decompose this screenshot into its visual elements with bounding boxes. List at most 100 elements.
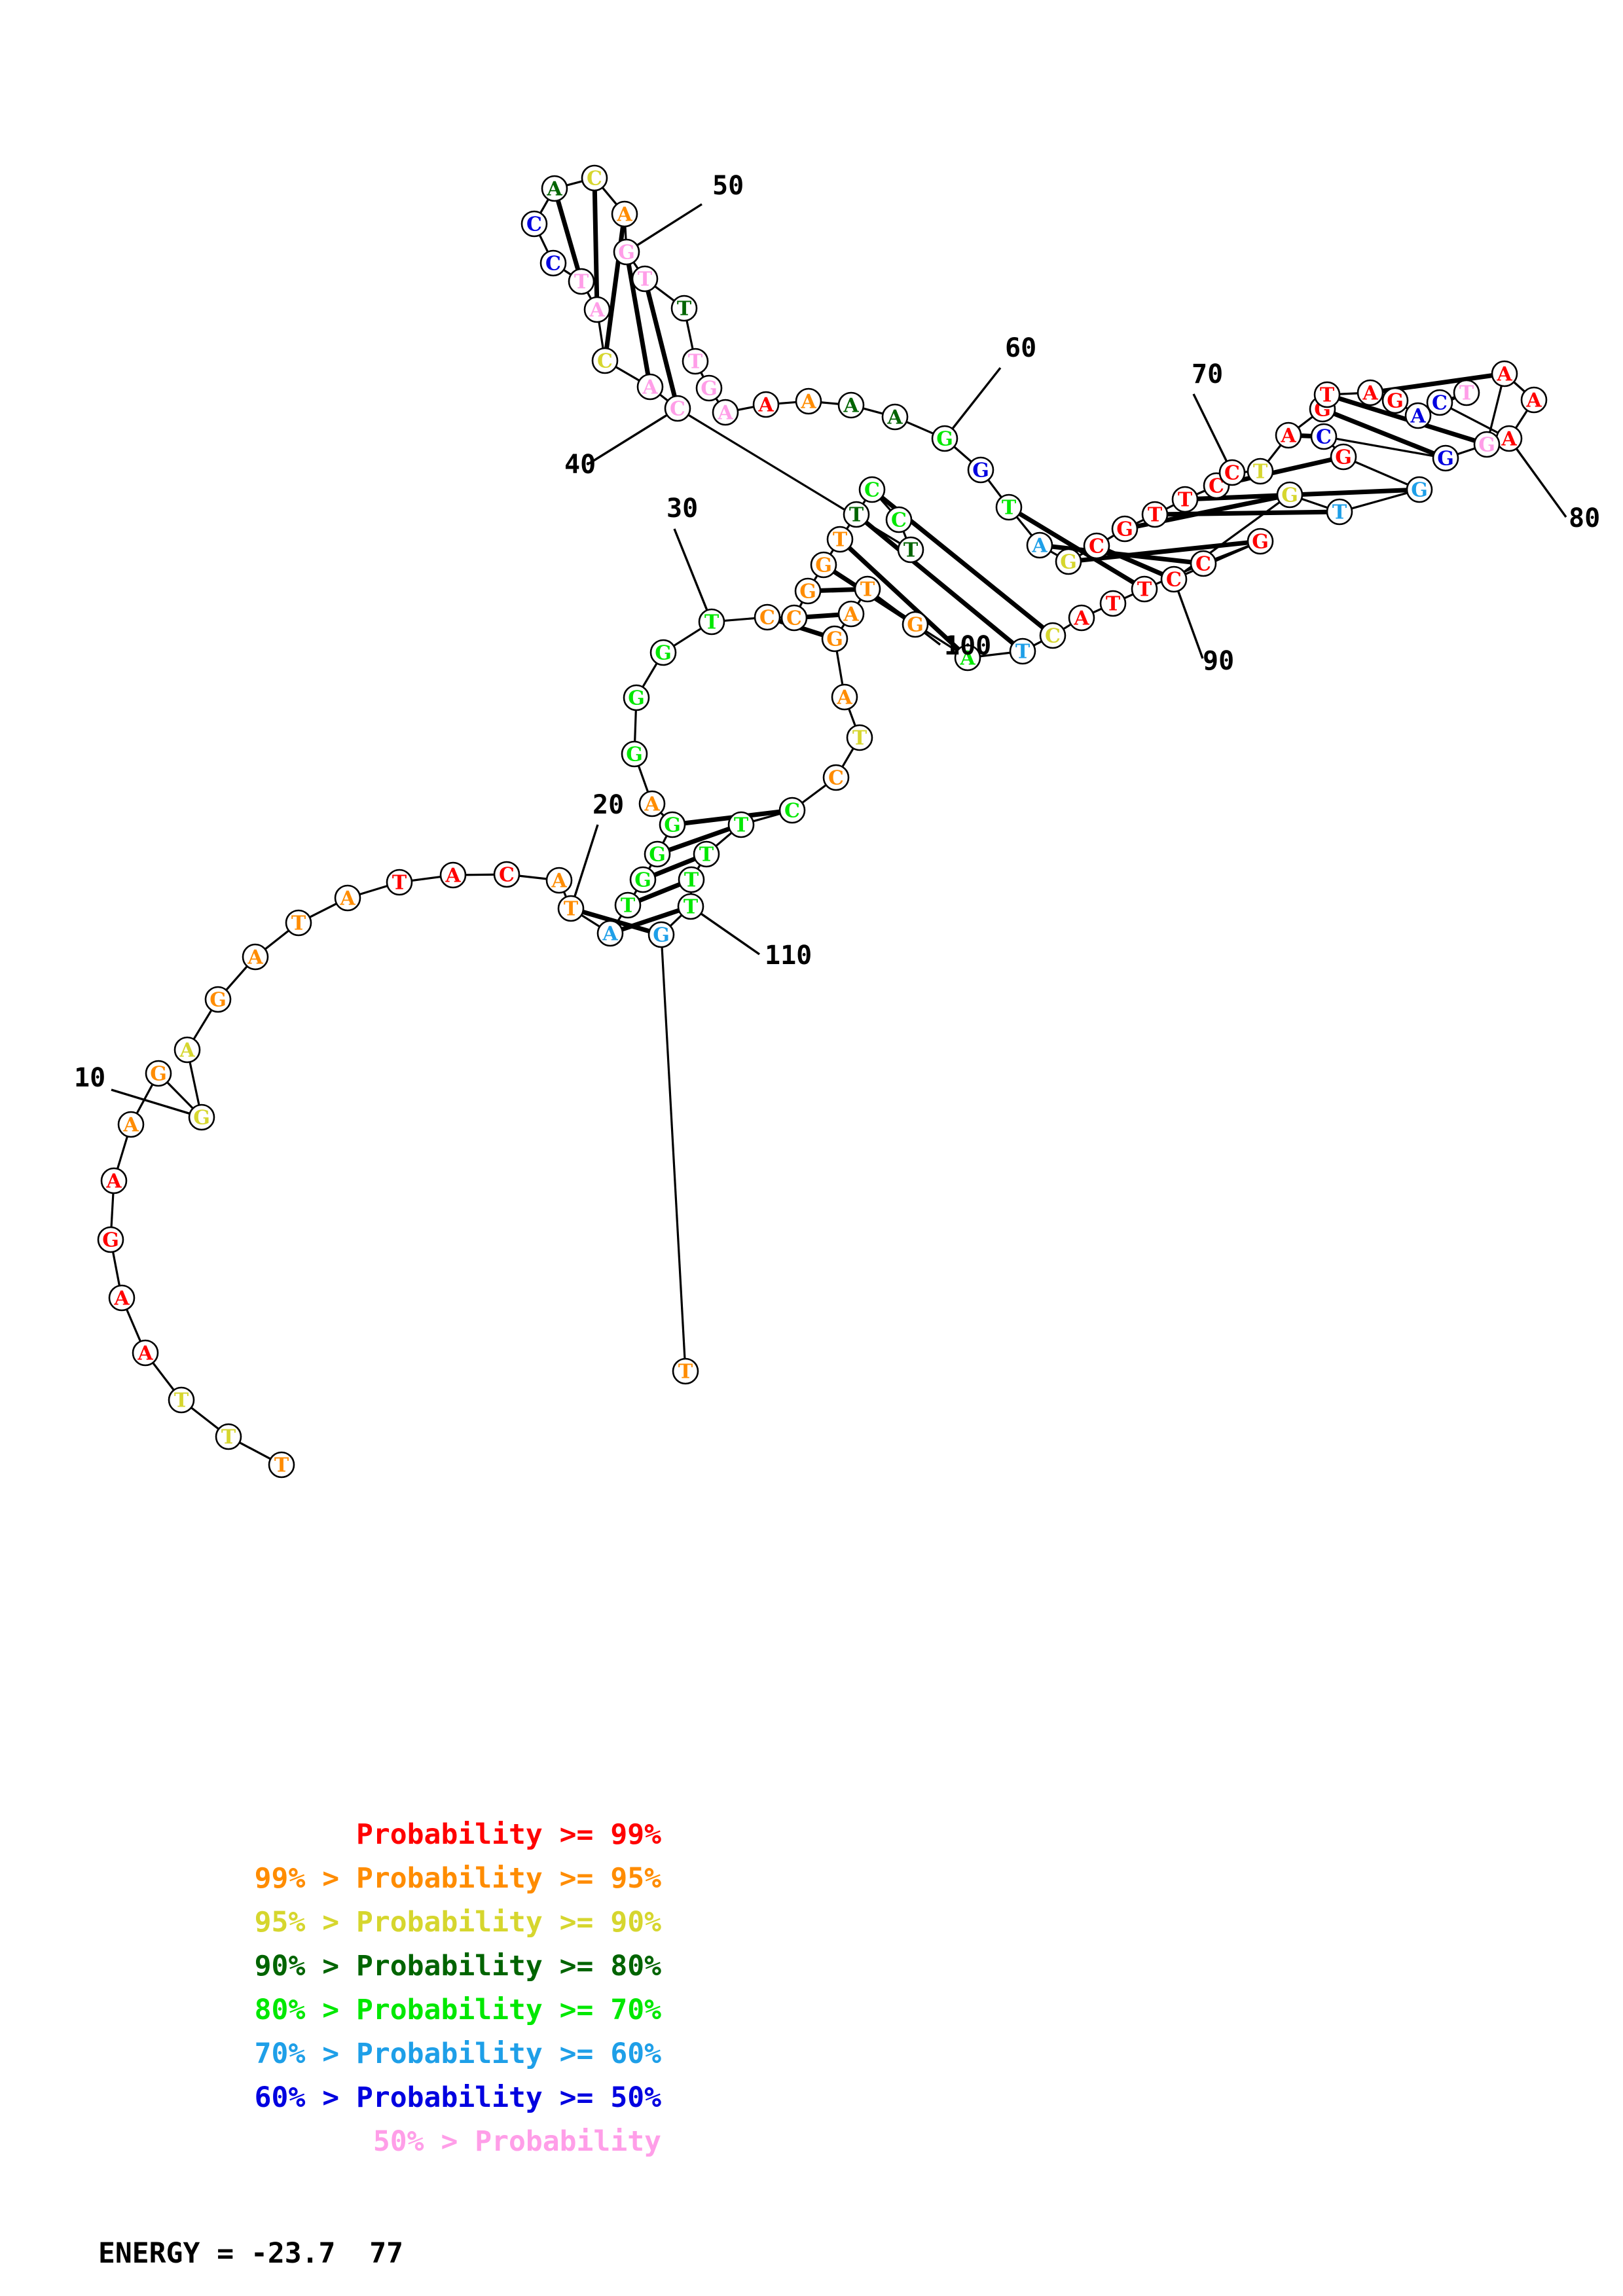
nucleotide-37[interactable]: C (858, 476, 886, 503)
nucleotide-112[interactable]: T (672, 1357, 699, 1385)
nucleotide-26[interactable]: A (638, 790, 666, 817)
nucleotide-16[interactable]: T (386, 869, 413, 896)
nucleotide-1[interactable]: T (268, 1451, 295, 1479)
nucleotide-59[interactable]: A (881, 403, 909, 431)
nucleotide-52[interactable]: T (670, 295, 698, 322)
nucleotide-100[interactable]: T (854, 575, 881, 603)
nucleotide-54[interactable]: G (695, 374, 723, 402)
nucleotide-101[interactable]: A (837, 600, 865, 628)
nucleotide-18[interactable]: C (493, 861, 520, 888)
nucleotide-64[interactable]: G (1055, 548, 1082, 575)
nucleotide-12[interactable]: G (204, 986, 232, 1013)
nucleotide-87[interactable]: G (1406, 476, 1433, 503)
nucleotide-111[interactable]: G (647, 921, 675, 948)
nucleotide-86[interactable]: G (1330, 443, 1357, 471)
nucleotide-33[interactable]: G (794, 577, 822, 605)
nucleotide-23[interactable]: G (629, 866, 657, 893)
nucleotide-103[interactable]: A (831, 683, 858, 711)
nucleotide-107[interactable]: T (727, 811, 755, 838)
nucleotide-105[interactable]: C (822, 764, 850, 791)
nucleotide-2[interactable]: T (215, 1423, 242, 1450)
nucleotide-20[interactable]: T (557, 895, 585, 922)
nucleotide-93[interactable]: T (1131, 575, 1158, 603)
nucleotide-96[interactable]: C (1039, 622, 1067, 649)
nucleotide-74[interactable]: T (1313, 381, 1341, 408)
nucleotide-60[interactable]: G (931, 425, 958, 452)
nucleotide-55[interactable]: A (712, 399, 739, 426)
nucleotide-31[interactable]: C (754, 603, 781, 631)
nucleotide-110[interactable]: T (677, 893, 704, 920)
nucleotide-15[interactable]: A (334, 884, 361, 912)
nucleotide-13[interactable]: A (242, 943, 269, 971)
nucleotide-32[interactable]: C (780, 604, 808, 632)
nucleotide-49[interactable]: A (611, 200, 638, 228)
nucleotide-5[interactable]: A (108, 1284, 136, 1312)
nucleotide-56[interactable]: A (752, 391, 780, 418)
nucleotide-108[interactable]: T (693, 840, 720, 868)
nucleotide-17[interactable]: A (439, 861, 467, 889)
nucleotide-106[interactable]: C (778, 797, 806, 824)
nucleotide-66[interactable]: G (1111, 515, 1139, 543)
nucleotide-98[interactable]: A (954, 644, 981, 672)
nucleotide-6[interactable]: G (97, 1226, 124, 1253)
nucleotide-39[interactable]: T (897, 536, 924, 564)
nucleotide-94[interactable]: T (1099, 590, 1127, 617)
nucleotide-3[interactable]: T (168, 1386, 195, 1414)
nucleotide-50[interactable]: G (613, 238, 640, 266)
nucleotide-53[interactable]: T (682, 348, 709, 375)
nucleotide-19[interactable]: A (545, 867, 573, 894)
nucleotide-10[interactable]: G (188, 1103, 215, 1131)
nucleotide-68[interactable]: T (1171, 486, 1199, 513)
nucleotide-9[interactable]: G (145, 1060, 172, 1087)
nucleotide-41[interactable]: A (636, 373, 664, 401)
nucleotide-85[interactable]: C (1310, 423, 1338, 450)
nucleotide-67[interactable]: T (1141, 501, 1169, 528)
nucleotide-43[interactable]: A (583, 296, 611, 323)
nucleotide-48[interactable]: C (581, 164, 608, 192)
nucleotide-4[interactable]: A (132, 1339, 159, 1367)
nucleotide-34[interactable]: G (810, 551, 837, 579)
nucleotide-65[interactable]: C (1083, 532, 1110, 560)
nucleotide-88[interactable]: T (1326, 498, 1353, 526)
nucleotide-104[interactable]: T (846, 724, 873, 751)
nucleotide-77[interactable]: A (1404, 402, 1432, 429)
nucleotide-38[interactable]: C (885, 506, 913, 533)
nucleotide-36[interactable]: T (843, 501, 870, 528)
nucleotide-80[interactable]: A (1495, 425, 1523, 452)
nucleotide-7[interactable]: A (100, 1167, 128, 1194)
nucleotide-91[interactable]: G (1247, 528, 1274, 555)
nucleotide-79[interactable]: C (1426, 389, 1453, 416)
nucleotide-90[interactable]: C (1160, 565, 1188, 593)
nucleotide-109[interactable]: T (678, 866, 705, 893)
nucleotide-40[interactable]: C (664, 395, 691, 422)
nucleotide-76[interactable]: G (1381, 387, 1409, 414)
nucleotide-46[interactable]: C (520, 210, 548, 238)
nucleotide-27[interactable]: G (621, 740, 648, 768)
nucleotide-22[interactable]: T (614, 891, 642, 919)
nucleotide-70[interactable]: C (1218, 459, 1246, 486)
nucleotide-11[interactable]: A (173, 1036, 201, 1064)
nucleotide-29[interactable]: G (649, 639, 677, 666)
nucleotide-47[interactable]: A (541, 175, 568, 202)
nucleotide-45[interactable]: C (539, 249, 567, 277)
nucleotide-78[interactable]: T (1453, 379, 1480, 406)
nucleotide-97[interactable]: T (1009, 637, 1036, 665)
nucleotide-61[interactable]: G (967, 456, 994, 484)
nucleotide-28[interactable]: G (623, 684, 650, 711)
nucleotide-58[interactable]: A (837, 391, 865, 419)
nucleotide-89[interactable]: G (1276, 481, 1304, 509)
nucleotide-25[interactable]: G (659, 811, 686, 838)
nucleotide-35[interactable]: T (826, 526, 854, 553)
nucleotide-102[interactable]: G (821, 625, 848, 653)
nucleotide-63[interactable]: A (1026, 531, 1053, 559)
nucleotide-69[interactable]: C (1203, 472, 1230, 499)
nucleotide-14[interactable]: T (285, 909, 312, 937)
nucleotide-51[interactable]: T (631, 265, 659, 293)
nucleotide-81[interactable]: A (1520, 386, 1548, 414)
nucleotide-62[interactable]: T (995, 493, 1023, 521)
nucleotide-57[interactable]: A (795, 387, 822, 415)
nucleotide-72[interactable]: A (1275, 422, 1302, 449)
nucleotide-83[interactable]: G (1473, 431, 1501, 458)
nucleotide-8[interactable]: A (117, 1111, 145, 1138)
nucleotide-44[interactable]: T (568, 268, 595, 295)
